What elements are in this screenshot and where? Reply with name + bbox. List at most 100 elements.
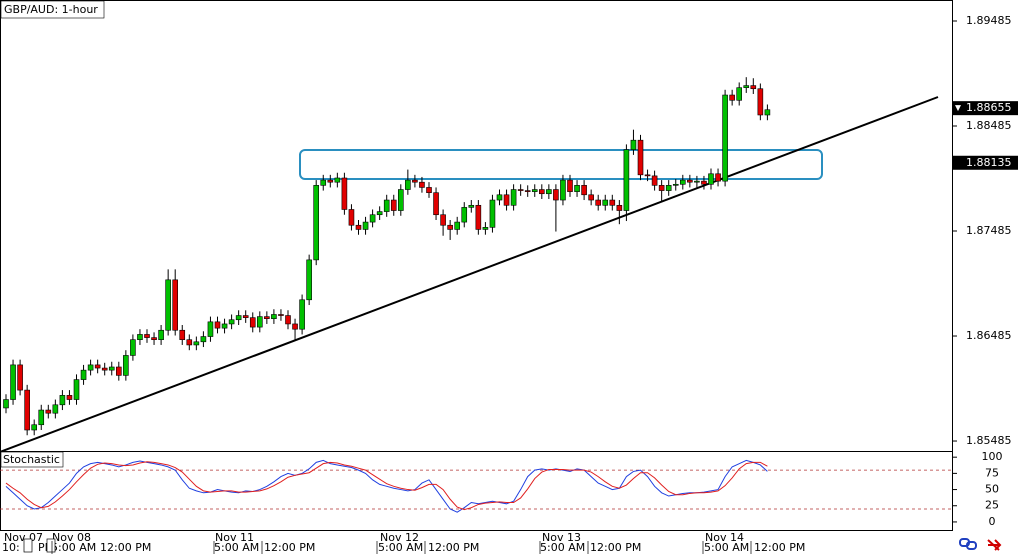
candle-body — [616, 204, 623, 211]
candle-body — [299, 299, 305, 330]
time-label: 5:00 AM — [704, 541, 749, 554]
candle-body — [715, 173, 721, 182]
stoch-tick-label: 75 — [985, 466, 999, 479]
candle-body — [73, 379, 80, 400]
candle-body — [397, 189, 404, 211]
candle-body — [729, 94, 735, 101]
time-label: 5:00 AM — [540, 541, 585, 554]
candle-body — [743, 85, 750, 88]
candle-body — [341, 177, 348, 210]
date-label: Nov 08 — [52, 531, 91, 544]
stoch-line — [5, 459, 768, 513]
time-label: 12:00 PM — [264, 541, 315, 554]
candle-body — [609, 199, 616, 206]
candle-body — [651, 175, 658, 186]
candle-body — [383, 199, 390, 212]
candle-body — [66, 395, 73, 400]
candle-body — [285, 315, 291, 325]
title-box — [0, 0, 105, 19]
y-tick-label: 1.89485 — [966, 14, 1012, 27]
candle-body — [144, 334, 150, 338]
candle-body — [130, 339, 136, 356]
candle-body — [405, 179, 411, 190]
candle-body — [172, 279, 178, 331]
candle-body — [546, 189, 552, 195]
candles — [3, 77, 771, 436]
time-label: 12:00 PM — [100, 541, 151, 554]
stoch-title: Stochastic — [3, 453, 60, 466]
candle-body — [200, 336, 207, 343]
stoch-tick-label: 25 — [985, 499, 999, 512]
candle-body — [602, 199, 609, 206]
candle-body — [630, 139, 637, 150]
candle-body — [468, 204, 475, 208]
candle-body — [116, 366, 122, 376]
candle-body — [553, 189, 559, 201]
candle-body — [489, 199, 496, 228]
candle-body — [313, 185, 320, 261]
candle-body — [440, 214, 446, 226]
stoch-tick-label: 50 — [985, 483, 999, 496]
candle-body — [186, 339, 193, 346]
time-label: 12:00 PM — [428, 541, 479, 554]
candle-body — [306, 259, 312, 301]
trend-line — [0, 96, 939, 453]
candle-body — [538, 189, 545, 195]
date-label: Nov 11 — [215, 531, 254, 544]
price-label: 1.88655 — [966, 101, 1012, 114]
candle-body — [31, 424, 38, 431]
candle-body — [637, 139, 644, 176]
candle-body — [750, 85, 757, 90]
candle-body — [242, 315, 249, 318]
candle-body — [574, 185, 580, 192]
price-label: 1.88135 — [966, 156, 1012, 169]
candle-body — [701, 180, 707, 185]
chart-title: GBP/AUD: 1-hour — [4, 3, 98, 16]
candle-body — [454, 221, 461, 230]
candle-body — [665, 185, 672, 191]
candle-body — [588, 194, 594, 201]
candle-body — [278, 314, 284, 316]
candle-body — [447, 224, 453, 230]
candle-body — [510, 189, 517, 206]
price-label-box — [953, 101, 1018, 116]
candle-body — [503, 194, 510, 206]
candle-body — [214, 321, 221, 329]
candle-body — [38, 409, 45, 426]
candle-body — [94, 364, 101, 369]
candle-body — [581, 185, 587, 196]
candle-body — [764, 109, 771, 116]
candle-body — [59, 395, 66, 406]
candle-body — [369, 214, 376, 223]
candle-body — [151, 337, 157, 340]
candle-body — [179, 329, 186, 340]
candle-body — [567, 179, 573, 192]
price-marker — [955, 105, 961, 112]
range-box — [299, 149, 823, 180]
candle-body — [433, 192, 439, 216]
time-marker — [46, 538, 56, 553]
candle-body — [334, 177, 341, 183]
candle-body — [419, 181, 425, 188]
candle-body — [158, 329, 164, 340]
candle-body — [672, 183, 679, 186]
time-label: 5:00 AM — [214, 541, 259, 554]
candle-body — [271, 314, 277, 319]
candle-body — [348, 209, 355, 226]
candle-body — [123, 355, 129, 376]
candle-body — [45, 409, 52, 414]
candle-body — [362, 221, 369, 230]
candle-body — [108, 366, 115, 371]
candle-body — [3, 399, 9, 409]
candle-body — [292, 323, 298, 330]
candle-body — [708, 173, 714, 185]
candle-body — [679, 179, 686, 185]
candle-body — [736, 87, 743, 101]
candle-body — [426, 187, 432, 193]
time-label: 12:00 PM — [590, 541, 641, 554]
time-label: 12:00 PM — [754, 541, 805, 554]
y-tick-label: 1.86485 — [966, 329, 1012, 342]
candle-body — [264, 316, 270, 319]
candle-body — [101, 367, 108, 371]
